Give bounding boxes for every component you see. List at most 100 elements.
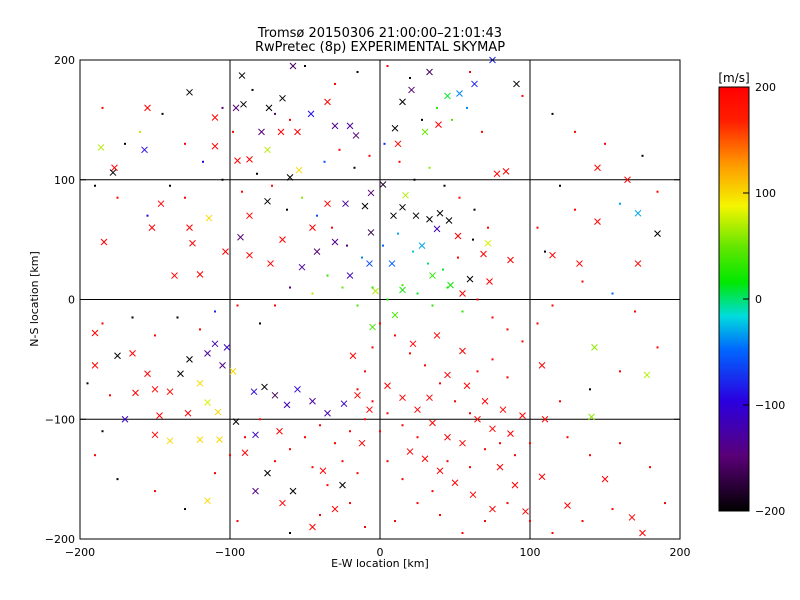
- dot-point-161: [466, 106, 468, 109]
- dot-point-146: [271, 184, 273, 187]
- cross-point-159: [519, 412, 526, 420]
- cross-point-164: [469, 491, 477, 499]
- cross-point-96: [399, 286, 406, 294]
- dot-point-49: [416, 502, 419, 505]
- dot-point-9: [139, 130, 141, 133]
- cross-point-134: [276, 427, 283, 435]
- cross-point-48: [246, 212, 253, 220]
- cross-point-116: [214, 408, 222, 416]
- cross-point-152: [444, 371, 451, 379]
- cross-point-47: [264, 197, 271, 205]
- dot-point-44: [529, 520, 531, 523]
- cross-point-181: [369, 323, 376, 331]
- dot-point-145: [286, 208, 288, 211]
- cross-point-59: [412, 212, 420, 220]
- cross-point-40: [211, 114, 219, 121]
- dot-point-147: [256, 172, 258, 175]
- dot-point-51: [364, 526, 366, 529]
- dot-point-105: [364, 418, 366, 421]
- dot-point-117: [326, 484, 329, 487]
- colorbar-tick-label-2: 0: [755, 293, 762, 306]
- dot-point-103: [416, 436, 419, 439]
- cross-point-117: [184, 409, 192, 417]
- cross-point-64: [454, 232, 462, 240]
- dot-point-141: [346, 244, 348, 247]
- dot-point-41: [611, 508, 614, 511]
- dot-point-10: [124, 142, 126, 145]
- dot-point-137: [457, 256, 459, 259]
- cross-point-184: [433, 332, 441, 339]
- dot-point-100: [371, 400, 374, 403]
- dot-point-14: [356, 70, 359, 73]
- cross-point-17: [331, 122, 339, 130]
- dot-point-64: [131, 316, 134, 319]
- cross-point-145: [384, 382, 391, 390]
- cross-point-8: [232, 104, 240, 112]
- x-axis-label: E-W location [km]: [331, 557, 429, 570]
- cross-point-2: [109, 169, 117, 176]
- cross-point-130: [354, 391, 361, 399]
- cross-point-72: [222, 248, 229, 255]
- dot-point-47: [461, 532, 464, 535]
- cross-point-55: [324, 200, 331, 208]
- cross-point-77: [549, 251, 556, 259]
- dot-point-42: [581, 520, 584, 523]
- dot-point-120: [386, 460, 389, 463]
- cross-point-1: [111, 164, 118, 172]
- cross-point-7: [186, 88, 193, 96]
- cross-point-176: [591, 344, 598, 351]
- dot-point-4: [184, 196, 186, 199]
- cross-point-38: [211, 142, 219, 150]
- cross-point-147: [414, 406, 421, 414]
- cross-point-29: [471, 80, 478, 88]
- dot-point-116: [311, 466, 314, 469]
- dot-point-55: [236, 520, 239, 523]
- dot-point-123: [446, 460, 449, 463]
- dot-point-122: [431, 490, 434, 493]
- dot-point-143: [316, 214, 318, 217]
- dot-point-27: [536, 226, 539, 229]
- cross-point-142: [331, 505, 339, 513]
- cross-point-140: [204, 497, 211, 505]
- cross-point-21: [234, 157, 241, 164]
- cross-point-34: [456, 90, 463, 97]
- cross-point-114: [196, 379, 204, 387]
- dot-point-34: [589, 388, 591, 391]
- y-tick-label-4: 200: [54, 54, 75, 67]
- dot-point-150: [338, 148, 341, 151]
- dot-point-167: [251, 88, 254, 91]
- dot-point-121: [401, 478, 404, 481]
- dot-point-12: [304, 64, 306, 67]
- dot-point-138: [472, 238, 474, 241]
- cross-point-157: [489, 425, 496, 433]
- cross-point-109: [204, 350, 211, 357]
- cross-point-27: [426, 68, 433, 76]
- cross-point-126: [294, 385, 301, 393]
- dot-point-127: [514, 454, 516, 457]
- cross-point-42: [379, 181, 387, 188]
- cross-point-25: [399, 98, 406, 106]
- cross-point-121: [151, 431, 159, 439]
- cross-point-43: [367, 189, 375, 197]
- cross-point-87: [366, 260, 373, 267]
- dot-point-43: [551, 532, 554, 535]
- cross-point-120: [196, 436, 204, 443]
- chart-title-line-2: RwPretec (8p) EXPERIMENTAL SKYMAP: [255, 40, 505, 55]
- dot-point-65: [154, 334, 156, 337]
- cross-point-39: [144, 104, 151, 112]
- dot-point-20: [574, 130, 576, 133]
- cross-point-63: [433, 225, 441, 233]
- cross-point-98: [91, 329, 99, 337]
- dot-point-29: [581, 280, 584, 283]
- cross-point-172: [628, 514, 636, 521]
- dot-point-28: [544, 250, 546, 253]
- dot-point-24: [619, 202, 621, 205]
- dot-point-7: [232, 130, 234, 133]
- dot-point-95: [454, 400, 456, 403]
- cross-point-51: [279, 236, 286, 243]
- dot-point-67: [199, 328, 201, 331]
- cross-point-53: [331, 238, 339, 246]
- dot-point-165: [274, 112, 276, 115]
- cross-point-138: [279, 499, 286, 507]
- dot-point-110: [289, 448, 291, 451]
